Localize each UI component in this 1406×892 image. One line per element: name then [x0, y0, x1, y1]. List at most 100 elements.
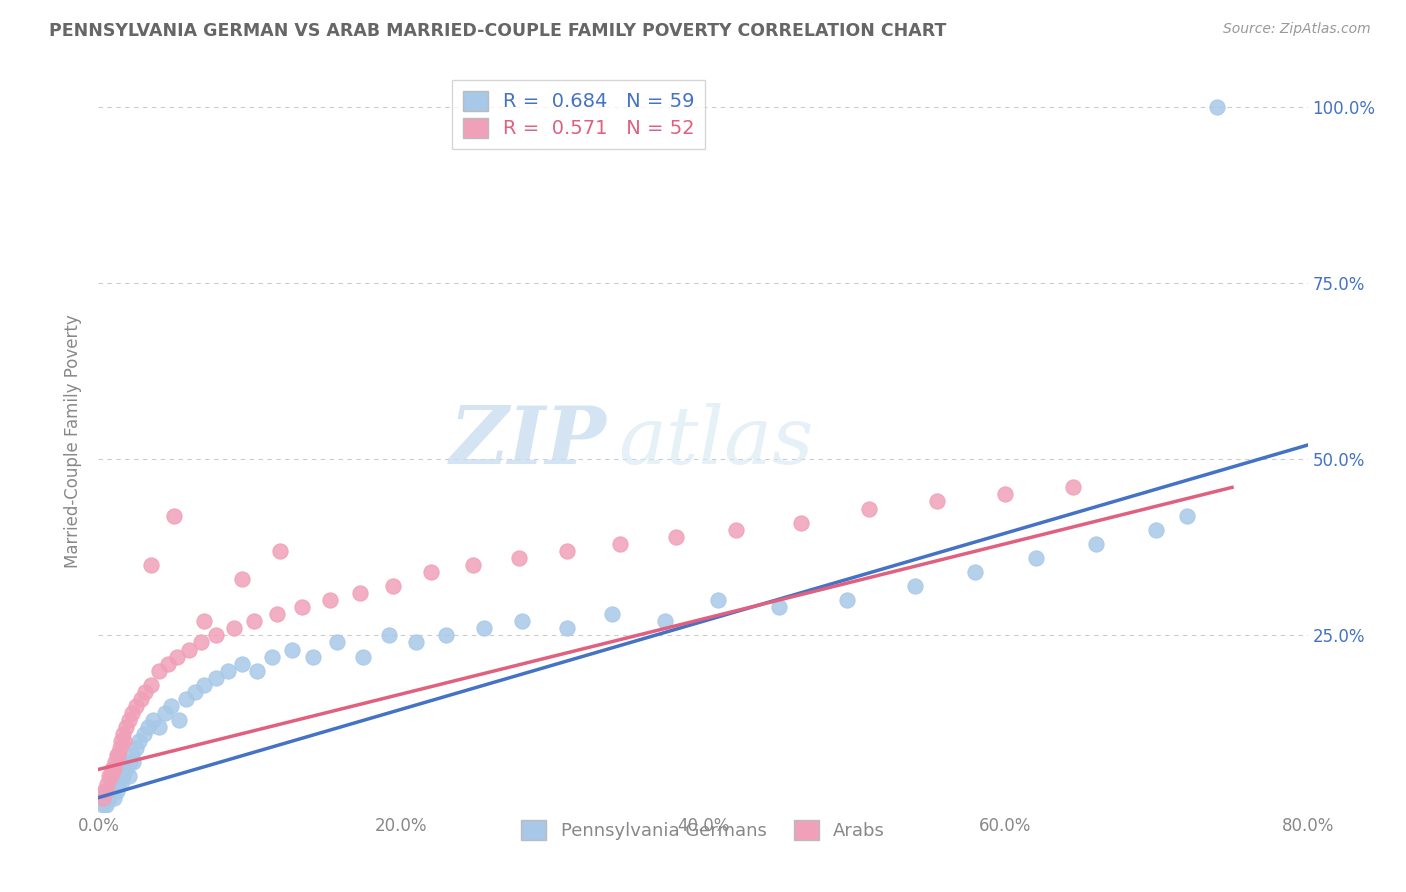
Point — [105, 748, 128, 763]
Point — [91, 797, 114, 812]
Point — [725, 523, 748, 537]
Point — [148, 720, 170, 734]
Point — [141, 678, 163, 692]
Point — [302, 649, 325, 664]
Point — [707, 593, 730, 607]
Point — [94, 797, 117, 812]
Point — [104, 776, 127, 790]
Point — [965, 565, 987, 579]
Point — [114, 720, 136, 734]
Point — [405, 635, 427, 649]
Point — [112, 734, 135, 748]
Point — [111, 769, 134, 783]
Point — [110, 734, 132, 748]
Point — [654, 615, 676, 629]
Point — [167, 713, 190, 727]
Point — [349, 586, 371, 600]
Point — [91, 790, 114, 805]
Point — [243, 615, 266, 629]
Point — [665, 530, 688, 544]
Point — [98, 790, 121, 805]
Point — [136, 720, 159, 734]
Point — [111, 727, 134, 741]
Point — [128, 734, 150, 748]
Text: atlas: atlas — [619, 403, 814, 480]
Point — [122, 756, 145, 770]
Point — [141, 558, 163, 572]
Point — [129, 692, 152, 706]
Point — [224, 621, 246, 635]
Text: PENNSYLVANIA GERMAN VS ARAB MARRIED-COUPLE FAMILY POVERTY CORRELATION CHART: PENNSYLVANIA GERMAN VS ARAB MARRIED-COUP… — [49, 22, 946, 40]
Point — [153, 706, 176, 720]
Point — [134, 685, 156, 699]
Point — [246, 664, 269, 678]
Point — [1085, 537, 1108, 551]
Point — [262, 649, 284, 664]
Point — [96, 776, 118, 790]
Point — [508, 550, 530, 565]
Point — [108, 769, 131, 783]
Point — [112, 763, 135, 777]
Point — [160, 698, 183, 713]
Point — [93, 783, 115, 797]
Point — [115, 756, 138, 770]
Point — [94, 783, 117, 797]
Point — [768, 600, 790, 615]
Text: ZIP: ZIP — [450, 403, 606, 480]
Point — [326, 635, 349, 649]
Point — [434, 628, 457, 642]
Point — [1062, 480, 1084, 494]
Point — [104, 756, 127, 770]
Point — [118, 713, 141, 727]
Point — [266, 607, 288, 622]
Point — [184, 685, 207, 699]
Point — [472, 621, 495, 635]
Point — [101, 763, 124, 777]
Point — [291, 600, 314, 615]
Point — [132, 727, 155, 741]
Point — [1175, 508, 1198, 523]
Point — [174, 692, 197, 706]
Point — [352, 649, 374, 664]
Point — [231, 657, 253, 671]
Point — [105, 783, 128, 797]
Point — [281, 642, 304, 657]
Point — [100, 783, 122, 797]
Point — [835, 593, 858, 607]
Point — [121, 748, 143, 763]
Point — [142, 713, 165, 727]
Point — [108, 741, 131, 756]
Point — [858, 501, 880, 516]
Point — [205, 628, 228, 642]
Point — [103, 763, 125, 777]
Point — [377, 628, 399, 642]
Text: Source: ZipAtlas.com: Source: ZipAtlas.com — [1223, 22, 1371, 37]
Point — [148, 664, 170, 678]
Point — [555, 621, 578, 635]
Point — [510, 615, 533, 629]
Point — [1206, 100, 1229, 114]
Point — [190, 635, 212, 649]
Point — [163, 508, 186, 523]
Point — [904, 579, 927, 593]
Point — [609, 537, 631, 551]
Point — [98, 769, 121, 783]
Point — [114, 763, 136, 777]
Point — [463, 558, 485, 572]
Point — [217, 664, 239, 678]
Point — [118, 769, 141, 783]
Point — [101, 783, 124, 797]
Point — [107, 776, 129, 790]
Point — [193, 615, 215, 629]
Point — [110, 776, 132, 790]
Point — [96, 790, 118, 805]
Point — [120, 756, 142, 770]
Point — [1144, 523, 1167, 537]
Point — [602, 607, 624, 622]
Point — [231, 572, 253, 586]
Point — [121, 706, 143, 720]
Point — [107, 748, 129, 763]
Point — [156, 657, 179, 671]
Point — [125, 741, 148, 756]
Legend: Pennsylvania Germans, Arabs: Pennsylvania Germans, Arabs — [513, 813, 893, 847]
